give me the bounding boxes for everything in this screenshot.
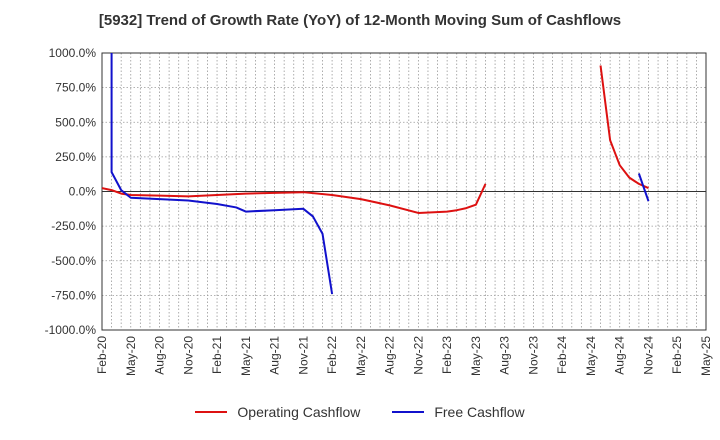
x-tick-label: Nov-21 — [296, 336, 310, 375]
x-tick-label: Nov-23 — [526, 336, 540, 375]
x-tick-label: Feb-20 — [95, 336, 109, 374]
x-tick-label: Feb-23 — [440, 336, 454, 374]
y-tick-label: -1000.0% — [45, 323, 97, 337]
series-line-free-cashflow — [637, 173, 650, 202]
x-tick-label: Aug-20 — [153, 336, 167, 375]
x-tick-label: May-25 — [699, 336, 713, 376]
series-line-operating-cashflow — [599, 65, 649, 189]
plot-border — [101, 52, 707, 331]
y-tick-label: 250.0% — [55, 150, 96, 164]
legend-item-free-cashflow: Free Cashflow — [392, 404, 525, 420]
y-tick-label: -750.0% — [51, 288, 96, 302]
x-tick-label: Nov-20 — [181, 336, 195, 375]
chart-title: [5932] Trend of Growth Rate (YoY) of 12-… — [98, 12, 622, 29]
x-tick-label: Aug-22 — [383, 336, 397, 375]
x-tick-label: May-22 — [354, 336, 368, 376]
series-line-free-cashflow — [110, 53, 334, 295]
x-tick-label: Feb-22 — [325, 336, 339, 374]
x-tick-label: Feb-24 — [555, 336, 569, 374]
series-line-operating-cashflow — [102, 183, 487, 214]
x-tick-label: Aug-23 — [498, 336, 512, 375]
legend-label-free-cashflow: Free Cashflow — [434, 404, 525, 420]
x-tick-label: Feb-21 — [210, 336, 224, 374]
y-tick-label: -250.0% — [51, 219, 96, 233]
x-tick-label: May-23 — [469, 336, 483, 376]
legend-swatch-free-cashflow — [392, 411, 425, 413]
legend-swatch-operating-cashflow — [195, 411, 228, 413]
y-tick-label: 0.0% — [69, 185, 97, 199]
y-tick-label: 500.0% — [55, 115, 96, 129]
x-tick-label: May-20 — [124, 336, 138, 376]
legend-label-operating-cashflow: Operating Cashflow — [237, 404, 361, 420]
x-tick-label: Aug-21 — [268, 336, 282, 375]
x-tick-label: Nov-22 — [411, 336, 425, 375]
legend: Operating Cashflow Free Cashflow — [0, 404, 720, 420]
x-tick-label: May-21 — [239, 336, 253, 376]
x-tick-label: Nov-24 — [641, 336, 655, 375]
x-tick-label: Aug-24 — [613, 336, 627, 375]
x-tick-label: May-24 — [584, 336, 598, 376]
y-tick-label: 1000.0% — [49, 46, 97, 60]
x-tick-label: Feb-25 — [670, 336, 684, 374]
y-tick-label: -500.0% — [51, 254, 96, 268]
y-tick-label: 750.0% — [55, 81, 96, 95]
legend-item-operating-cashflow: Operating Cashflow — [195, 404, 360, 420]
